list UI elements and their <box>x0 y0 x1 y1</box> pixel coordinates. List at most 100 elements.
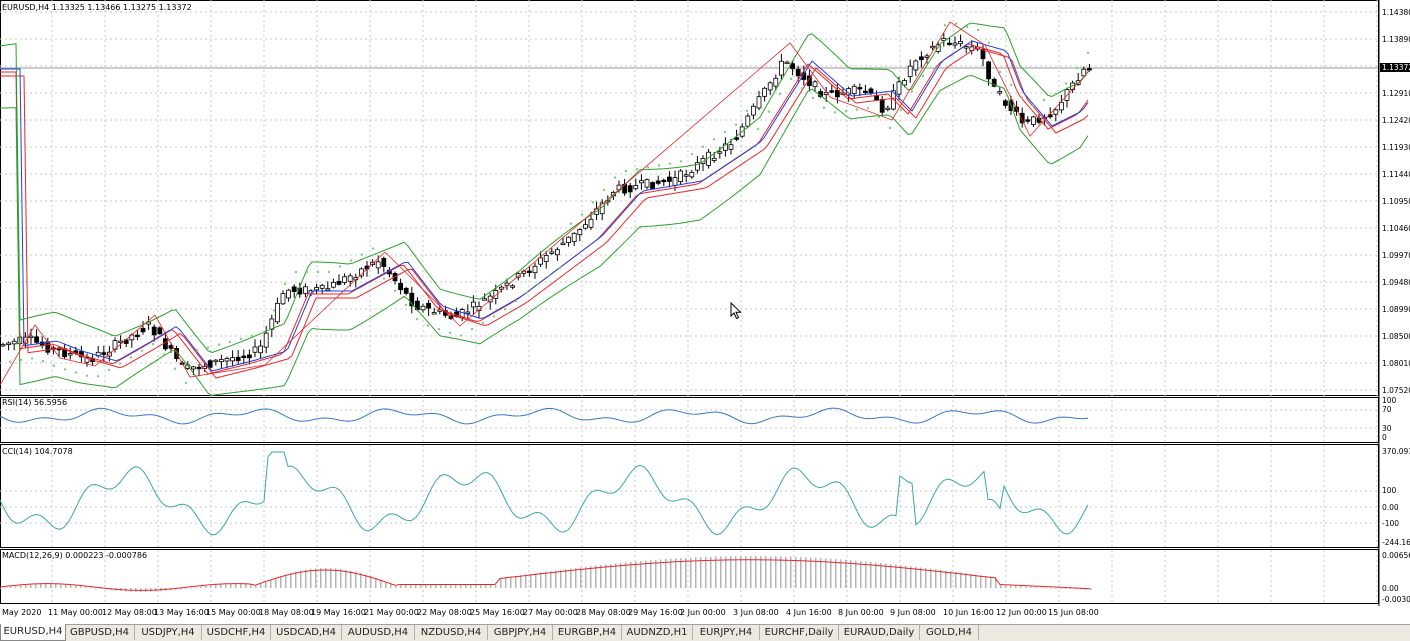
macd-histogram-bar <box>5 587 7 589</box>
sar-dot <box>1064 82 1068 85</box>
candle-body <box>952 42 958 46</box>
sar-dot <box>899 108 903 111</box>
tab-gbpusd-h4[interactable]: GBPUSD,H4 <box>65 625 135 640</box>
candle-body <box>650 182 655 190</box>
moving-average-red <box>0 43 1089 375</box>
candle-body <box>745 115 751 127</box>
macd-histogram-bar <box>400 585 402 588</box>
tab-eurusd-h4[interactable]: EURUSD,H4 <box>0 624 66 641</box>
candle-body <box>314 287 320 291</box>
time-tick: 15 Jun 08:00 <box>1048 608 1099 617</box>
sar-dot <box>338 265 342 268</box>
tab-audnzd-h1[interactable]: AUDNZD,H1 <box>622 625 693 640</box>
candle-body <box>252 346 258 353</box>
tab-nzdusd-h4[interactable]: NZDUSD,H4 <box>415 625 488 640</box>
macd-histogram-bar <box>80 586 82 588</box>
candle-body <box>246 354 252 359</box>
tab-gbpjpy-h4[interactable]: GBPJPY,H4 <box>488 625 553 640</box>
tab-usdjpy-h4[interactable]: USDJPY,H4 <box>135 625 202 640</box>
time-tick: 18 May 08:00 <box>259 608 314 617</box>
candle-body <box>482 298 488 301</box>
candle-body <box>829 90 835 93</box>
macd-histogram-bar <box>950 571 952 588</box>
candle-body <box>577 229 583 235</box>
candle-body <box>588 218 594 228</box>
candle-body <box>807 75 812 87</box>
macd-histogram-bar <box>855 560 857 588</box>
sar-dot <box>503 308 507 311</box>
sar-dot <box>745 109 749 113</box>
candle-body <box>34 336 39 343</box>
macd-histogram-bar <box>805 557 807 588</box>
tab-usdchf-h4[interactable]: USDCHF,H4 <box>202 625 271 640</box>
candle-body <box>639 180 644 184</box>
sar-dot <box>1020 96 1024 99</box>
candle-body <box>235 356 241 362</box>
macd-histogram-bar <box>965 573 967 588</box>
sar-dot <box>569 222 573 225</box>
macd-histogram-bar <box>850 560 852 588</box>
tab-eurjpy-h4[interactable]: EURJPY,H4 <box>693 625 760 640</box>
moving-average-blue <box>0 40 1089 372</box>
tab-usdcad-h4[interactable]: USDCAD,H4 <box>271 625 342 640</box>
candle-body <box>1003 100 1008 106</box>
tab-audusd-h4[interactable]: AUDUSD,H4 <box>342 625 415 640</box>
price-tick: 1.12420 <box>1382 116 1410 125</box>
tab-euraud-daily[interactable]: EURAUD,Daily <box>839 625 920 640</box>
sar-dot <box>195 349 199 352</box>
sar-dot <box>558 266 562 270</box>
sar-dot <box>679 160 683 163</box>
sar-dot <box>811 96 815 100</box>
macd-histogram-bar <box>275 578 277 588</box>
sar-dot <box>96 375 100 378</box>
macd-header: MACD(12,26,9) 0.000223 -0.000786 <box>2 551 148 560</box>
sar-dot <box>591 201 595 204</box>
macd-histogram-bar <box>685 557 687 588</box>
tab-eurchf-daily[interactable]: EURCHF,Daily <box>760 625 839 640</box>
tab-eurgbp-h4[interactable]: EURGBP,H4 <box>553 625 622 640</box>
sar-dot <box>448 331 452 334</box>
sar-dot <box>976 28 980 32</box>
macd-histogram-bar <box>755 556 757 588</box>
macd-histogram-bar <box>450 585 452 588</box>
macd-histogram-bar <box>250 584 252 588</box>
sar-dot <box>877 115 881 119</box>
candle-body <box>403 287 409 294</box>
macd-histogram-bar <box>395 585 397 588</box>
candle-body <box>134 334 140 338</box>
macd-histogram-bar <box>225 584 227 588</box>
macd-histogram-bar <box>325 568 327 588</box>
macd-histogram-bar <box>810 557 812 588</box>
candle-body <box>347 275 353 282</box>
macd-histogram-bar <box>340 568 342 588</box>
tab-gold-h4[interactable]: GOLD,H4 <box>920 625 979 640</box>
macd-histogram-bar <box>495 585 497 588</box>
candle-body <box>756 96 762 109</box>
sar-dot <box>624 169 628 173</box>
macd-histogram-bar <box>830 558 832 588</box>
chart-canvas[interactable] <box>0 0 1410 606</box>
candle-body <box>1025 119 1031 122</box>
candle-body <box>162 338 168 350</box>
candle-body <box>336 280 342 285</box>
candle-body <box>885 107 891 110</box>
macd-histogram-bar <box>705 556 707 588</box>
candle-body <box>711 157 717 161</box>
macd-histogram-bar <box>455 585 457 588</box>
sar-dot <box>437 327 441 331</box>
candle-body <box>151 326 157 336</box>
macd-histogram-bar <box>200 586 202 588</box>
sar-dot <box>8 360 12 363</box>
macd-histogram-bar <box>360 573 362 588</box>
macd-histogram-bar <box>625 562 627 588</box>
candle-body <box>935 44 941 52</box>
rsi-scale-tick: 30 <box>1382 424 1392 433</box>
chart-window[interactable]: EURUSD,H4 1.13325 1.13466 1.13275 1.1337… <box>0 0 1410 617</box>
price-tick: 1.10950 <box>1382 197 1410 206</box>
candle-body <box>1087 68 1092 71</box>
macd-histogram-bar <box>820 558 822 588</box>
macd-histogram-bar <box>60 584 62 588</box>
macd-histogram-bar <box>645 560 647 588</box>
candle-body <box>823 92 829 95</box>
macd-histogram-bar <box>280 576 282 588</box>
